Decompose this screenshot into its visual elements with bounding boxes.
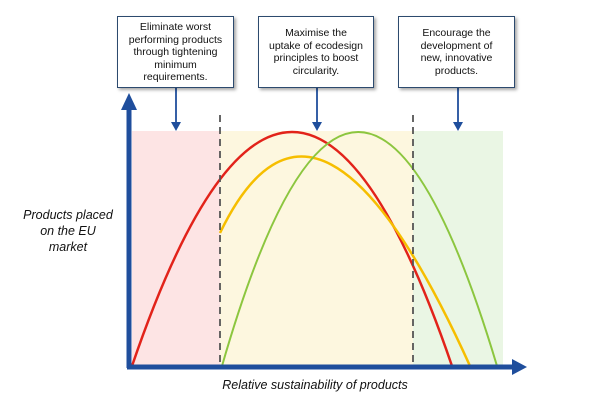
callout-encourage: Encourage the development of new, innova… [398,16,515,88]
callout-eliminate-line: performing products [128,33,223,46]
y-axis-label-line: market [48,240,88,254]
callout-eliminate-line: through tightening [133,46,218,58]
curve-yellow [218,155,472,367]
callout-arrow-2 [312,87,322,131]
callout-maximise-line: Maximise the [285,27,347,39]
callout-eliminate-line: requirements. [143,71,208,83]
y-axis-label: Products placed on the EU market [8,207,128,255]
callout-maximise-line: principles to boost [273,52,359,64]
curve-green [221,131,498,367]
callout-arrow-1 [171,87,181,131]
callout-encourage-line: products. [434,64,479,77]
x-axis-label: Relative sustainability of products [222,378,408,392]
callout-encourage-line: development of [420,39,493,52]
callout-eliminate-line: Eliminate worst [139,21,212,33]
y-axis [121,93,137,368]
callout-eliminate: Eliminate worst performing products thro… [117,16,234,88]
curve-red [130,130,454,367]
zone-upper [413,131,503,365]
zone-middle [220,131,413,365]
callout-maximise-line: circularity. [292,64,340,77]
callout-eliminate-line: minimum [154,58,197,71]
callout-arrow-3 [453,87,463,131]
y-axis-label-line: on the EU [40,224,96,238]
x-axis [127,359,527,375]
y-axis-label-line: Products placed [23,208,113,222]
callout-encourage-line: new, innovative [420,52,493,64]
callout-maximise: Maximise the uptake of ecodesign princip… [258,16,374,88]
callout-encourage-line: Encourage the [422,27,491,39]
callout-maximise-line: uptake of ecodesign [269,39,363,52]
